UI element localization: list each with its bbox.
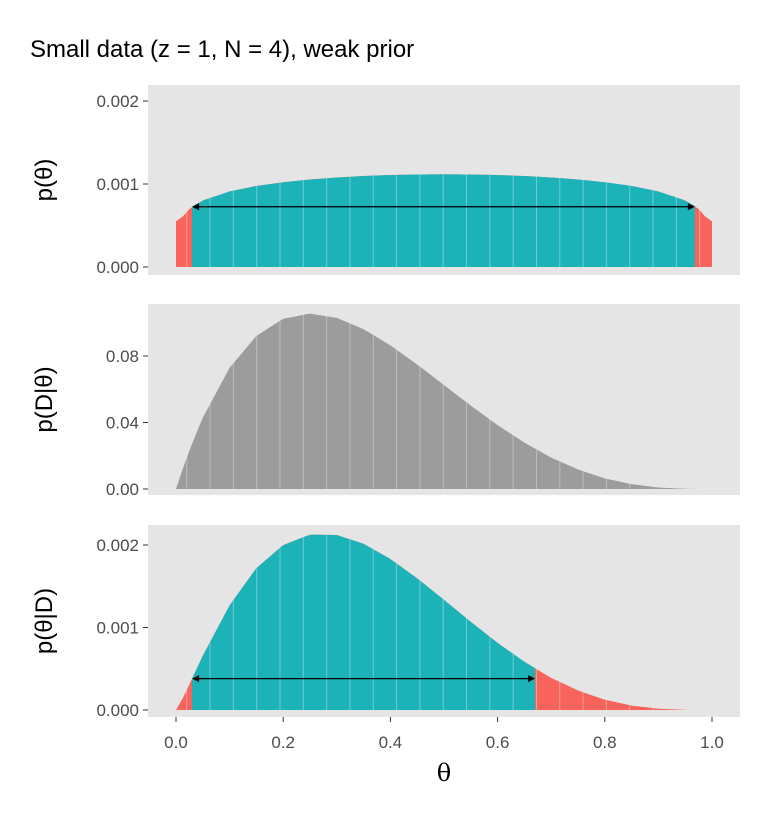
panel-posterior: 0.000 0.001 0.002 p(θ|D) xyxy=(31,525,740,720)
y-tick-label: 0.00 xyxy=(106,480,139,499)
chart-title: Small data (z = 1, N = 4), weak prior xyxy=(30,36,414,63)
y-tick-label: 0.001 xyxy=(96,619,139,638)
posterior-area-hdi xyxy=(192,534,536,710)
likelihood-y-axis-title: p(D|θ) xyxy=(31,366,58,432)
y-tick-label: 0.000 xyxy=(96,258,139,277)
arrow-head-left xyxy=(192,675,200,683)
arrow-head-right xyxy=(528,675,536,683)
hdi-arrow xyxy=(192,675,536,683)
x-axis-title: θ xyxy=(437,759,451,787)
y-tick-label: 0.002 xyxy=(96,536,139,555)
y-tick-label: 0.002 xyxy=(96,92,139,111)
arrow-head-left xyxy=(192,203,200,211)
panel-likelihood: 0.00 0.04 0.08 p(D|θ) xyxy=(31,304,740,499)
y-tick-label: 0.001 xyxy=(96,175,139,194)
y-tick-label: 0.08 xyxy=(106,347,139,366)
hdi-arrow xyxy=(192,203,695,211)
x-tick-label: 0.8 xyxy=(593,733,617,752)
x-tick-label: 0.6 xyxy=(486,733,510,752)
y-tick-label: 0.000 xyxy=(96,701,139,720)
arrow-head-right xyxy=(687,203,695,211)
x-tick-label: 0.0 xyxy=(164,733,188,752)
panel-prior: 0.000 0.001 0.002 p(θ) xyxy=(31,85,740,277)
prior-y-axis-title: p(θ) xyxy=(31,159,58,202)
x-tick-label: 1.0 xyxy=(700,733,724,752)
x-tick-label: 0.2 xyxy=(271,733,295,752)
x-axis: 0.0 0.2 0.4 0.6 0.8 1.0 xyxy=(164,717,724,752)
y-tick-label: 0.04 xyxy=(106,414,139,433)
prior-area-hdi xyxy=(192,174,695,267)
posterior-y-axis-title: p(θ|D) xyxy=(31,588,58,654)
x-tick-label: 0.4 xyxy=(379,733,403,752)
likelihood-area xyxy=(176,313,712,489)
